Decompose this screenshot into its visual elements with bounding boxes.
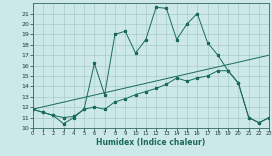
X-axis label: Humidex (Indice chaleur): Humidex (Indice chaleur): [96, 138, 206, 147]
